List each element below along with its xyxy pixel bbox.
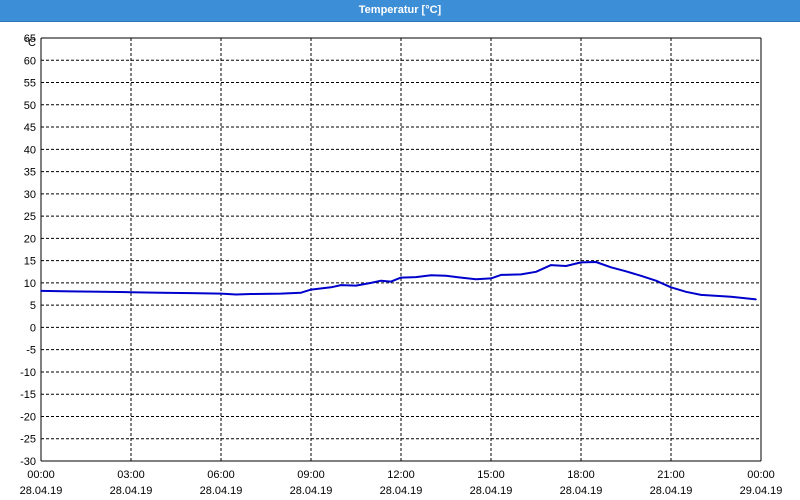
y-tick-label: -30 <box>20 456 36 468</box>
data-point <box>130 291 132 294</box>
x-tick-time-label: 09:00 <box>297 469 325 481</box>
x-tick-date-label: 28.04.19 <box>650 485 693 497</box>
y-tick-label: -10 <box>20 367 36 379</box>
y-axis-unit-label: °C <box>24 37 36 49</box>
data-point <box>670 286 672 289</box>
x-tick-time-label: 15:00 <box>477 469 505 481</box>
y-tick-label: 15 <box>24 256 36 268</box>
data-point <box>100 291 102 293</box>
y-tick-label: -5 <box>26 345 36 357</box>
data-point <box>400 276 402 279</box>
y-tick-label: 55 <box>24 78 36 90</box>
data-point <box>625 270 627 273</box>
data-point <box>580 261 582 264</box>
data-point <box>330 286 332 289</box>
data-point <box>520 273 522 276</box>
y-tick-label: 65 <box>24 33 36 45</box>
x-tick-date-label: 28.04.19 <box>110 485 153 497</box>
y-tick-label: -20 <box>20 411 36 423</box>
data-point <box>500 274 502 276</box>
x-tick-date-label: 28.04.19 <box>290 485 333 497</box>
y-tick-label: 10 <box>24 278 36 290</box>
y-tick-label: 5 <box>30 300 36 312</box>
data-point <box>380 279 382 282</box>
data-point <box>700 294 702 296</box>
x-tick-time-label: 12:00 <box>387 469 415 481</box>
data-point <box>280 292 282 295</box>
data-point <box>595 261 597 263</box>
y-tick-label: 45 <box>24 122 36 134</box>
data-point <box>755 298 757 301</box>
x-tick-date-label: 28.04.19 <box>20 485 63 497</box>
x-tick-date-label: 28.04.19 <box>200 485 243 497</box>
data-point <box>340 284 342 286</box>
data-point <box>475 278 477 281</box>
x-tick-time-label: 03:00 <box>117 469 145 481</box>
data-point <box>40 290 42 292</box>
data-point <box>610 266 612 269</box>
data-point <box>640 275 642 277</box>
data-point <box>550 264 552 266</box>
y-tick-label: 0 <box>30 322 36 334</box>
x-tick-time-label: 06:00 <box>207 469 235 481</box>
x-tick-time-label: 21:00 <box>657 469 685 481</box>
data-point <box>445 275 447 277</box>
y-tick-label: 60 <box>24 55 36 67</box>
data-point <box>685 291 687 293</box>
data-point <box>490 277 492 280</box>
data-point <box>160 291 162 294</box>
y-tick-label: 30 <box>24 189 36 201</box>
x-tick-date-label: 28.04.19 <box>560 485 603 497</box>
y-tick-label: 35 <box>24 167 36 179</box>
data-point <box>565 265 567 267</box>
data-point <box>730 295 732 298</box>
x-tick-date-label: 28.04.19 <box>470 485 513 497</box>
y-tick-label: 20 <box>24 233 36 245</box>
data-point <box>190 292 192 294</box>
data-point <box>655 279 657 282</box>
data-point <box>300 291 302 294</box>
y-tick-label: 25 <box>24 211 36 223</box>
y-tick-label: 40 <box>24 144 36 156</box>
data-point <box>415 276 417 278</box>
data-point <box>250 293 252 295</box>
data-point <box>70 290 72 293</box>
data-point <box>370 282 372 284</box>
data-point <box>355 284 357 287</box>
window-title: Temperatur [°C] <box>0 0 800 22</box>
x-tick-time-label: 00:00 <box>747 469 775 481</box>
x-tick-time-label: 00:00 <box>27 469 55 481</box>
y-tick-label: -25 <box>20 434 36 446</box>
data-point <box>220 292 222 295</box>
data-point <box>390 280 392 283</box>
data-point <box>535 271 537 273</box>
x-tick-time-label: 18:00 <box>567 469 595 481</box>
temperature-chart: 65605550454035302520151050-5-10-15-20-25… <box>20 33 783 497</box>
y-tick-label: -15 <box>20 389 36 401</box>
x-tick-date-label: 28.04.19 <box>380 485 423 497</box>
data-point <box>460 276 462 279</box>
data-point <box>235 293 237 296</box>
data-point <box>310 288 312 291</box>
y-tick-label: 50 <box>24 100 36 112</box>
data-point <box>430 274 432 277</box>
x-tick-date-label: 29.04.19 <box>740 485 783 497</box>
